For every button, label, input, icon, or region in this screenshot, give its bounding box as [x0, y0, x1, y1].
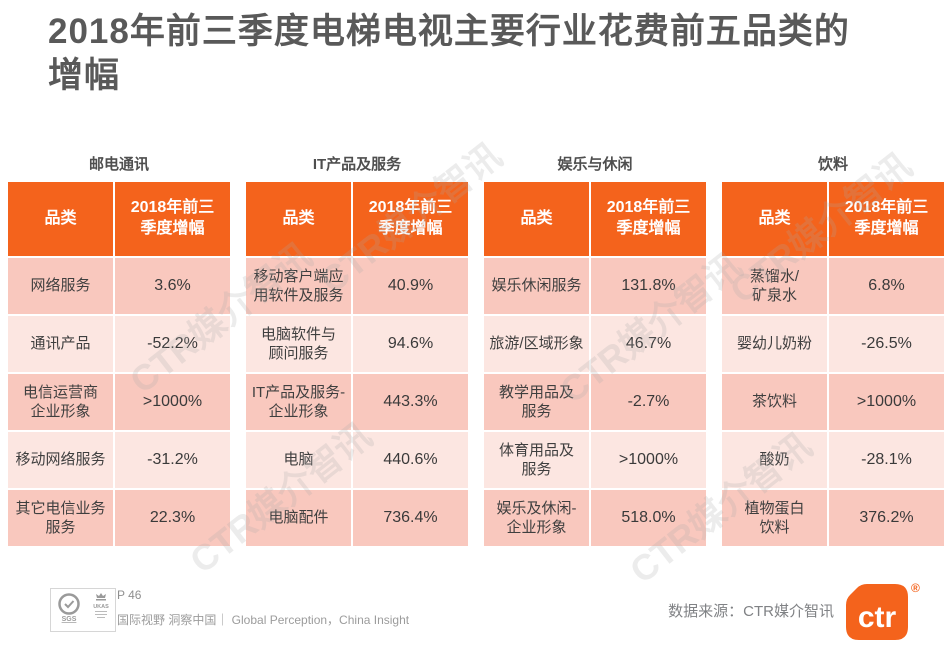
page-number: P 46	[117, 588, 142, 602]
category-table-it: IT产品及服务 品类 2018年前三 季度增幅 移动客户端应 用软件及服务 40…	[246, 153, 468, 546]
table-row: 娱乐及休闲- 企业形象 518.0%	[484, 490, 706, 546]
column-header-category: 品类	[246, 182, 351, 256]
ukas-cert-icon: UKAS	[91, 591, 111, 630]
category-cell: 通讯产品	[8, 316, 113, 372]
table-group-title: 娱乐与休闲	[557, 156, 633, 173]
growth-cell: 22.3%	[115, 490, 230, 546]
table-row: 酸奶 -28.1%	[722, 432, 944, 488]
data-table: 品类 2018年前三 季度增幅 蒸馏水/ 矿泉水 6.8% 婴幼儿奶粉 -26.…	[722, 182, 944, 546]
growth-cell: >1000%	[115, 374, 230, 430]
category-cell: 体育用品及 服务	[484, 432, 589, 488]
column-header-growth: 2018年前三 季度增幅	[829, 182, 944, 256]
table-header-row: 品类 2018年前三 季度增幅	[722, 182, 944, 256]
growth-cell: 46.7%	[591, 316, 706, 372]
category-cell: 婴幼儿奶粉	[722, 316, 827, 372]
growth-cell: -31.2%	[115, 432, 230, 488]
table-row: 电脑软件与 顾问服务 94.6%	[246, 316, 468, 372]
category-cell: 其它电信业务 服务	[8, 490, 113, 546]
growth-cell: 6.8%	[829, 258, 944, 314]
table-row: 娱乐休闲服务 131.8%	[484, 258, 706, 314]
growth-cell: 440.6%	[353, 432, 468, 488]
growth-cell: 518.0%	[591, 490, 706, 546]
table-row: 通讯产品 -52.2%	[8, 316, 230, 372]
table-group-title: IT产品及服务	[312, 156, 402, 173]
category-cell: 电脑	[246, 432, 351, 488]
category-cell: 移动网络服务	[8, 432, 113, 488]
table-row: 其它电信业务 服务 22.3%	[8, 490, 230, 546]
page-title: 2018年前三季度电梯电视主要行业花费前五品类的 增幅	[48, 12, 850, 95]
footer-page-info: P 46 国际视野 洞察中国｜ Global Perception，China …	[117, 588, 409, 628]
category-cell: 蒸馏水/ 矿泉水	[722, 258, 827, 314]
registered-trademark-icon: ®	[911, 581, 920, 595]
table-row: 移动网络服务 -31.2%	[8, 432, 230, 488]
data-table: 品类 2018年前三 季度增幅 网络服务 3.6% 通讯产品 -52.2% 电信…	[8, 182, 230, 546]
category-cell: 网络服务	[8, 258, 113, 314]
table-group-title: 邮电通讯	[88, 156, 149, 173]
growth-cell: 40.9%	[353, 258, 468, 314]
column-header-category: 品类	[722, 182, 827, 256]
growth-cell: 94.6%	[353, 316, 468, 372]
svg-text:SGS: SGS	[61, 616, 76, 623]
sgs-cert-icon: SGS	[56, 592, 82, 629]
data-source-note: 数据来源：CTR媒介智讯	[668, 603, 834, 620]
table-row: 电信运营商 企业形象 >1000%	[8, 374, 230, 430]
certification-logos: SGS UKAS	[50, 588, 116, 632]
column-header-growth: 2018年前三 季度增幅	[591, 182, 706, 256]
category-cell: 茶饮料	[722, 374, 827, 430]
category-cell: 娱乐休闲服务	[484, 258, 589, 314]
growth-cell: 376.2%	[829, 490, 944, 546]
category-cell: 电信运营商 企业形象	[8, 374, 113, 430]
table-header-row: 品类 2018年前三 季度增幅	[8, 182, 230, 256]
growth-cell: -52.2%	[115, 316, 230, 372]
category-cell: 旅游/区域形象	[484, 316, 589, 372]
column-header-category: 品类	[484, 182, 589, 256]
table-header-row: 品类 2018年前三 季度增幅	[484, 182, 706, 256]
growth-cell: -26.5%	[829, 316, 944, 372]
table-row: 移动客户端应 用软件及服务 40.9%	[246, 258, 468, 314]
table-header-row: 品类 2018年前三 季度增幅	[246, 182, 468, 256]
table-row: 网络服务 3.6%	[8, 258, 230, 314]
column-header-growth: 2018年前三 季度增幅	[115, 182, 230, 256]
footer-tagline: 国际视野 洞察中国｜ Global Perception，China Insig…	[117, 613, 410, 627]
category-cell: 娱乐及休闲- 企业形象	[484, 490, 589, 546]
ctr-logo: ctr	[845, 583, 909, 641]
category-cell: 教学用品及 服务	[484, 374, 589, 430]
growth-cell: 736.4%	[353, 490, 468, 546]
table-row: 茶饮料 >1000%	[722, 374, 944, 430]
growth-cell: -28.1%	[829, 432, 944, 488]
table-row: 婴幼儿奶粉 -26.5%	[722, 316, 944, 372]
data-table: 品类 2018年前三 季度增幅 娱乐休闲服务 131.8% 旅游/区域形象 46…	[484, 182, 706, 546]
tables-area: 邮电通讯 品类 2018年前三 季度增幅 网络服务 3.6% 通讯产品 -52.…	[8, 153, 944, 546]
category-table-beverage: 饮料 品类 2018年前三 季度增幅 蒸馏水/ 矿泉水 6.8% 婴幼儿奶粉 -…	[722, 153, 944, 546]
table-row: 电脑配件 736.4%	[246, 490, 468, 546]
table-row: 教学用品及 服务 -2.7%	[484, 374, 706, 430]
category-cell: IT产品及服务- 企业形象	[246, 374, 351, 430]
category-table-entertainment: 娱乐与休闲 品类 2018年前三 季度增幅 娱乐休闲服务 131.8% 旅游/区…	[484, 153, 706, 546]
growth-cell: >1000%	[829, 374, 944, 430]
growth-cell: -2.7%	[591, 374, 706, 430]
growth-cell: 3.6%	[115, 258, 230, 314]
category-table-post-telecom: 邮电通讯 品类 2018年前三 季度增幅 网络服务 3.6% 通讯产品 -52.…	[8, 153, 230, 546]
growth-cell: 443.3%	[353, 374, 468, 430]
category-cell: 酸奶	[722, 432, 827, 488]
table-row: 旅游/区域形象 46.7%	[484, 316, 706, 372]
table-row: 体育用品及 服务 >1000%	[484, 432, 706, 488]
category-cell: 移动客户端应 用软件及服务	[246, 258, 351, 314]
svg-text:UKAS: UKAS	[93, 604, 109, 610]
table-row: 蒸馏水/ 矿泉水 6.8%	[722, 258, 944, 314]
category-cell: 植物蛋白 饮料	[722, 490, 827, 546]
growth-cell: >1000%	[591, 432, 706, 488]
growth-cell: 131.8%	[591, 258, 706, 314]
column-header-category: 品类	[8, 182, 113, 256]
category-cell: 电脑配件	[246, 490, 351, 546]
data-table: 品类 2018年前三 季度增幅 移动客户端应 用软件及服务 40.9% 电脑软件…	[246, 182, 468, 546]
column-header-growth: 2018年前三 季度增幅	[353, 182, 468, 256]
table-row: 植物蛋白 饮料 376.2%	[722, 490, 944, 546]
table-row: 电脑 440.6%	[246, 432, 468, 488]
svg-text:ctr: ctr	[858, 601, 897, 634]
table-group-title: 饮料	[817, 156, 848, 173]
table-row: IT产品及服务- 企业形象 443.3%	[246, 374, 468, 430]
category-cell: 电脑软件与 顾问服务	[246, 316, 351, 372]
